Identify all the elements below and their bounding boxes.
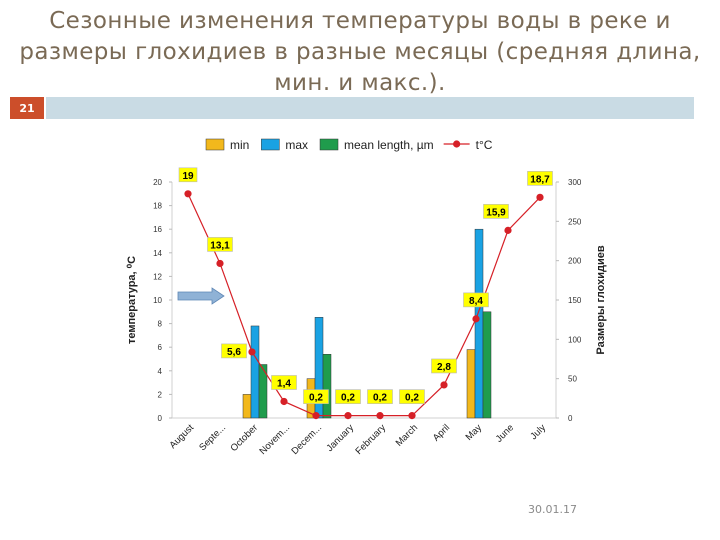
bar-min [242,394,252,419]
header-band [46,97,694,119]
x-tick-label: August [167,422,196,451]
arrow-icon [177,287,225,305]
data-label: 0,2 [309,393,323,404]
x-tick-label: July [528,422,548,442]
x-tick-label: Septe... [197,422,228,453]
slide-date: 30.01.17 [528,503,577,516]
data-label: 13,1 [210,240,230,251]
bar-mean [482,311,492,419]
right-tick-label: 0 [568,414,573,423]
y-axis-label-left: температура, ⁰С [126,256,138,344]
slide-number: 21 [10,97,44,119]
legend-label: max [285,138,308,152]
left-tick-label: 6 [158,343,163,352]
temperature-point [376,412,384,420]
data-label-box [178,167,198,183]
left-tick-label: 4 [158,367,163,376]
data-label-box [303,389,329,404]
right-tick-label: 50 [568,375,577,384]
data-label: 18,7 [530,174,550,185]
chart-legend: min max mean length, µm t°C [205,138,493,152]
legend-label: t°C [476,138,493,152]
x-tick-label: October [228,422,260,454]
legend-swatch [205,138,225,151]
data-label-box [483,204,509,219]
y-axis-label-right: Размеры глохидиев [595,245,607,354]
x-tick-label: April [431,422,452,443]
bar-mean [258,364,268,419]
bar-max [474,228,484,419]
x-tick-label: Novem... [257,422,292,457]
temperature-point [504,226,512,234]
temperature-point [280,397,288,406]
temperature-point [344,412,352,420]
x-tick-label: Decem... [289,422,324,457]
data-label: 0,2 [373,393,387,404]
right-tick-label: 150 [568,296,582,305]
temperature-point [184,190,192,198]
x-tick-label: March [394,422,420,448]
data-label-box [527,171,553,186]
right-tick-label: 250 [568,217,582,226]
data-label: 0,2 [405,393,419,404]
title-line-2: размеры глохидиев в разные месяцы (средн… [19,39,701,65]
data-label-box [207,237,233,252]
right-tick-label: 100 [568,335,582,344]
left-tick-label: 10 [153,296,162,305]
data-label: 5,6 [227,347,241,358]
data-label: 1,4 [277,378,291,389]
left-tick-label: 12 [153,272,162,281]
right-tick-label: 200 [568,257,582,266]
x-tick-label: June [494,422,516,444]
chart-annotation [177,287,225,305]
x-tick-label: May [464,422,485,443]
x-tick-label: February [353,422,388,457]
bar-min [466,349,476,419]
left-tick-label: 14 [153,249,162,258]
left-tick-label: 20 [153,178,162,187]
legend-label: min [230,138,249,152]
legend-swatch [319,138,339,151]
left-tick-label: 16 [153,225,162,234]
data-label-box [399,389,425,404]
temperature-point [248,348,256,356]
right-tick-label: 300 [568,178,582,187]
bar-max [250,325,260,419]
data-label: 2,8 [437,362,451,373]
left-tick-label: 8 [158,320,163,329]
data-label: 0,2 [341,393,355,404]
legend-swatch [261,138,280,151]
data-label-box [463,292,489,308]
temperature-point [440,381,448,389]
legend-marker [453,140,461,148]
data-label-box [367,389,393,404]
data-label-box [431,358,457,374]
data-label-box [335,389,361,404]
slide-title: Сезонные изменения температуры воды в ре… [0,6,720,99]
temperature-point [408,412,416,420]
left-tick-label: 0 [158,414,163,423]
title-line-1: Сезонные изменения температуры воды в ре… [49,8,671,34]
data-label-box [221,343,247,359]
bar-mean [322,354,332,419]
x-tick-label: January [324,422,356,454]
temperature-point [312,412,320,420]
data-label: 19 [182,171,194,182]
data-label: 15,9 [486,207,506,218]
data-label: 8,4 [469,296,483,307]
title-line-3: мин. и макс.). [274,70,446,96]
legend-label: mean length, µm [344,138,434,152]
temperature-point [216,259,224,268]
temperature-point [472,315,480,323]
data-label-box [271,375,297,390]
temperature-point [536,193,544,201]
chart-data-labels: 19 13,1 5,6 1,4 0,2 0,2 0,2 0,2 2,8 8,4 15,9 18,7 [178,167,553,404]
left-tick-label: 2 [158,390,163,399]
left-tick-label: 18 [153,202,162,211]
